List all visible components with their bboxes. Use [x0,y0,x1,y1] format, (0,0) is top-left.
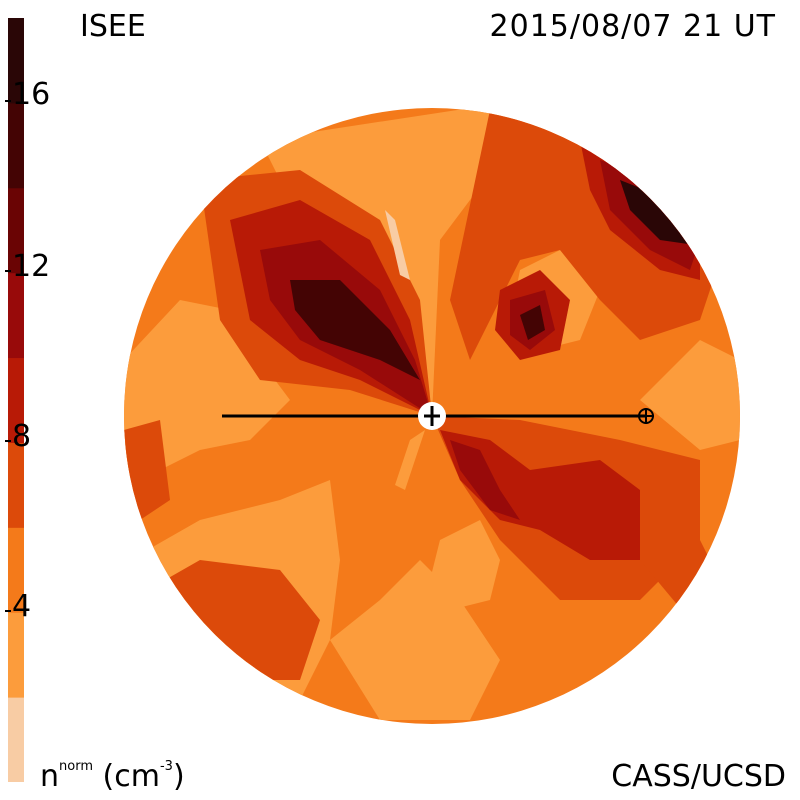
colorbar-band [8,442,24,528]
density-contour-peak [520,305,545,340]
colorbar-tick-label: 16 [12,77,51,112]
density-contour-low [430,520,500,610]
colorbar-tick [5,610,11,612]
colorbar-tick [5,270,11,272]
colorbar-band [8,18,24,104]
density-contour-peak [290,280,420,380]
colorbar-band [8,357,24,443]
colorbar-tick-label: 8 [12,419,32,454]
map-datetime: 2015/08/07 21 UT [489,9,776,44]
colorbar-tick [5,100,11,102]
colorbar-tick [5,440,11,442]
density-contour-mid [124,420,170,520]
colorbar [8,18,24,782]
colorbar-band [8,612,24,698]
earth-symbol-icon [638,408,654,424]
colorbar-band [8,187,24,274]
colorbar-band [8,272,24,359]
density-contour-high [440,430,640,560]
density-contour-peak [620,180,695,245]
density-contour-lowest [385,210,410,280]
unit-suffix: ) [172,759,185,794]
quantity-superscript: norm [59,759,93,774]
density-contour-low [395,430,425,490]
unit-prefix: (cm [93,759,160,794]
colorbar-band [8,102,24,189]
sun-marker-icon [418,402,446,430]
colorbar-tick-label: 12 [12,249,51,284]
colorbar-tick-label: 4 [12,589,32,624]
quantity-symbol: n [40,759,60,794]
credit-label: CASS/UCSD [611,759,786,794]
map-source-title: ISEE [80,9,146,44]
unit-exponent: -3 [159,759,173,774]
colorbar-band [8,697,24,782]
colorbar-band [8,527,24,613]
density-contour-low [640,340,740,450]
density-contour-very-high [450,440,520,520]
colorbar-quantity-label: nnorm (cm-3) [40,759,185,794]
